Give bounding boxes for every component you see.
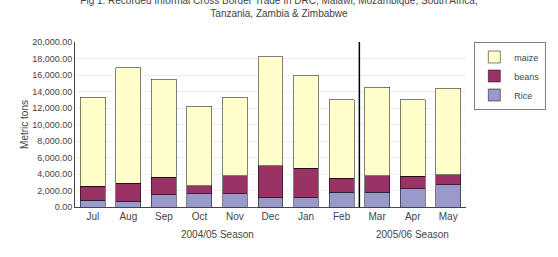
svg-text:Rice: Rice	[514, 91, 532, 101]
svg-text:Apr: Apr	[405, 211, 421, 222]
svg-text:0.00: 0.00	[55, 202, 73, 212]
svg-text:beans: beans	[514, 72, 539, 82]
svg-text:2,000.00: 2,000.00	[37, 186, 72, 196]
svg-text:Feb: Feb	[333, 211, 351, 222]
svg-text:Fig 1. Recorded Informal Cross: Fig 1. Recorded Informal Cross Border Tr…	[80, 0, 477, 19]
svg-text:Nov: Nov	[226, 211, 244, 222]
svg-text:10,000.00: 10,000.00	[32, 120, 72, 130]
svg-text:Jan: Jan	[298, 211, 314, 222]
svg-text:May: May	[439, 211, 458, 222]
svg-text:16,000.00: 16,000.00	[32, 70, 72, 80]
svg-text:Oct: Oct	[192, 211, 208, 222]
svg-text:Sep: Sep	[155, 211, 173, 222]
svg-text:Jul: Jul	[86, 211, 99, 222]
svg-text:6,000.00: 6,000.00	[37, 153, 72, 163]
svg-text:Aug: Aug	[119, 211, 137, 222]
svg-text:maize: maize	[514, 53, 538, 63]
svg-text:2005/06 Season: 2005/06 Season	[376, 229, 449, 240]
svg-text:4,000.00: 4,000.00	[37, 169, 72, 179]
svg-text:Metric tons: Metric tons	[19, 100, 30, 149]
svg-text:8,000.00: 8,000.00	[37, 136, 72, 146]
svg-text:Dec: Dec	[262, 211, 280, 222]
svg-text:18,000.00: 18,000.00	[32, 54, 72, 64]
svg-text:14,000.00: 14,000.00	[32, 87, 72, 97]
svg-text:2004/05 Season: 2004/05 Season	[181, 229, 254, 240]
svg-text:Mar: Mar	[369, 211, 387, 222]
svg-text:12,000.00: 12,000.00	[32, 103, 72, 113]
svg-text:20,000.00: 20,000.00	[32, 37, 72, 47]
